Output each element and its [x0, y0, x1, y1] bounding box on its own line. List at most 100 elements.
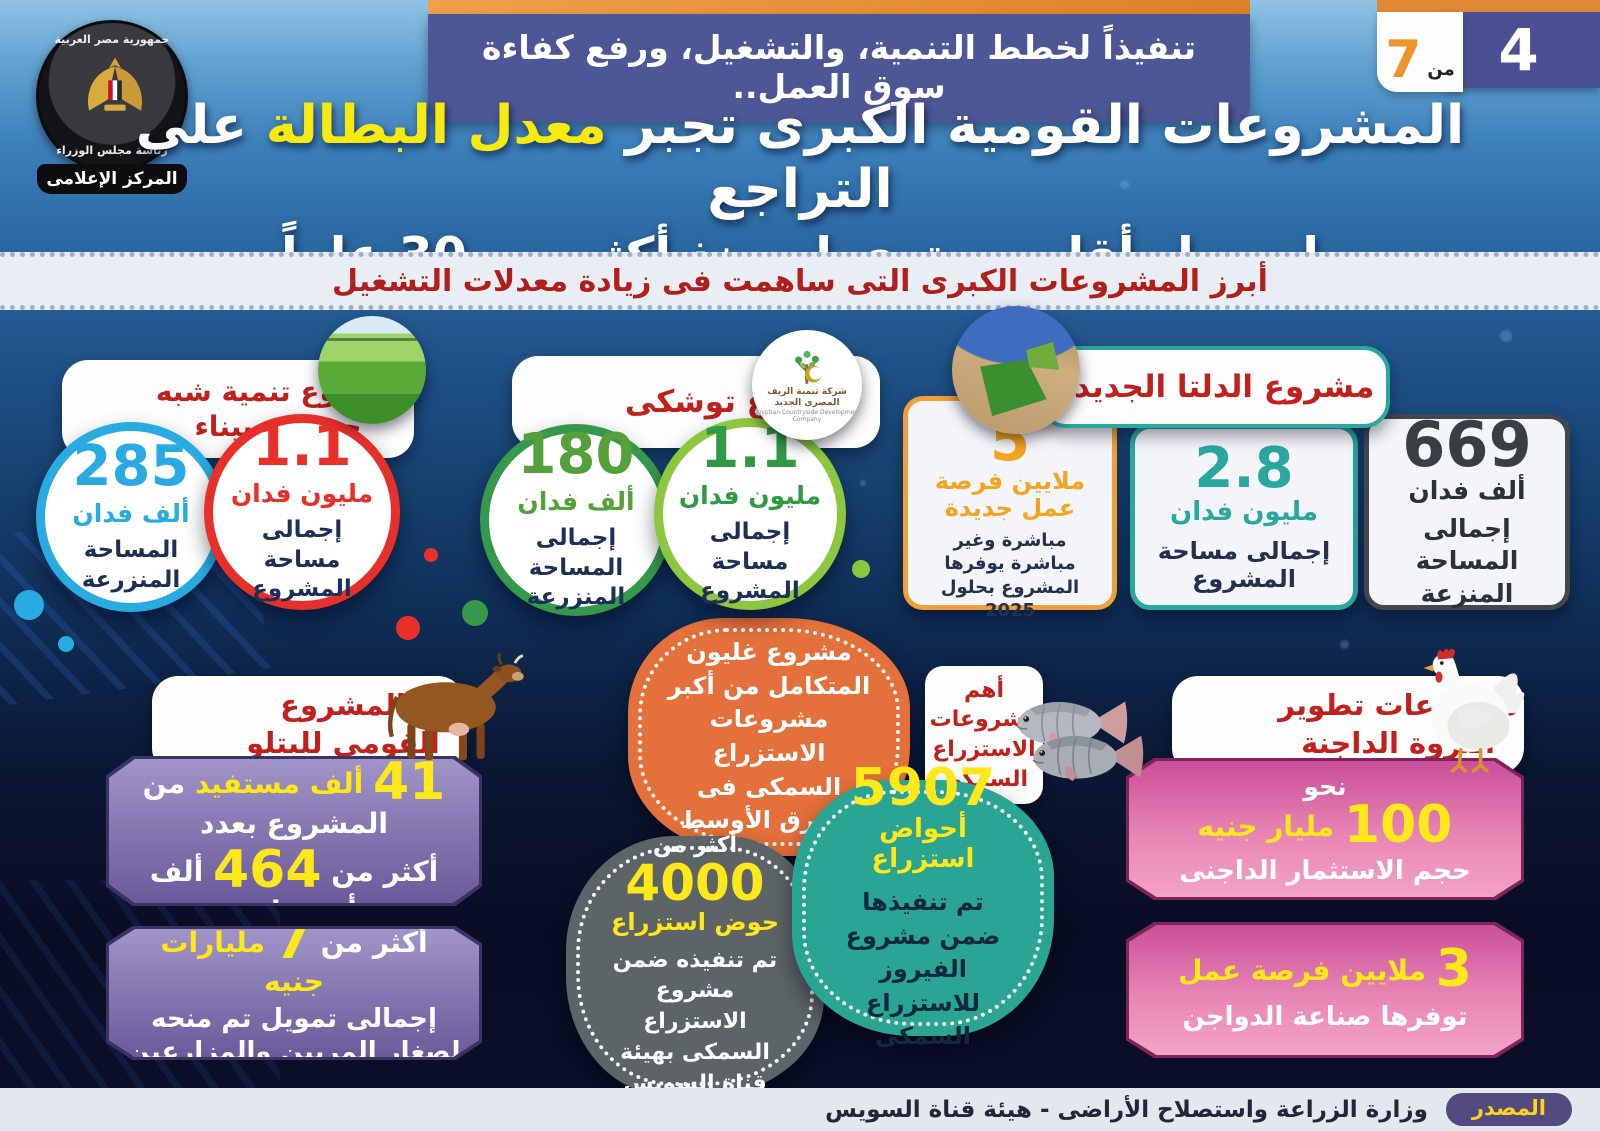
pagination-total: 7	[1385, 30, 1422, 91]
jobs-desc: مباشرة وغير مباشرة يوفرها المشروع بحلول …	[940, 529, 1080, 622]
area-unit: مليون فدان	[1170, 497, 1319, 527]
company-name-en: Egyptian Countryside Development Company	[753, 408, 861, 423]
fayrouz-desc: تم تنفيذها ضمن مشروع الفيروز للاستزراع ا…	[845, 888, 1001, 1051]
sinai-planted-stat: 285 ألف فدان المساحة المنزرعة	[36, 422, 226, 612]
funding-line: أكثر من 7 مليارات جنيه	[127, 929, 461, 999]
investment-value: 100	[1343, 794, 1453, 855]
stat-value: 1.1	[252, 413, 352, 479]
map-green-patch	[1026, 341, 1060, 370]
reclaimed-unit: ألف فدان	[1408, 475, 1526, 505]
decor-dot-red	[424, 548, 438, 562]
kicker-banner: تنفيذاً لخطط التنمية، والتشغيل، ورفع كفا…	[428, 0, 1250, 122]
stat-unit: مليون فدان	[230, 478, 374, 508]
chicken-icon	[1404, 644, 1536, 782]
government-emblem: جمهورية مصر العربية رئاسة مجلس الوزراء ا…	[28, 20, 196, 194]
stat-label: إجمالى مساحة المشروع	[700, 518, 800, 605]
beneficiaries-line1: 41 ألف مستفيد من المشروع بعدد	[127, 759, 461, 841]
title-line1: المشروعات القومية الكبرى تجبر معدل البطا…	[110, 94, 1490, 221]
decor-dot-red	[396, 616, 420, 640]
investment-pre: نحو	[1303, 771, 1347, 801]
pagination-total-box: من 7	[1377, 12, 1463, 92]
beneficiaries-rest2: ألف رأس ماشية	[149, 855, 373, 928]
investment-unit: مليار جنيه	[1197, 809, 1335, 843]
section-banner: أبرز المشروعات الكبرى التى ساهمت فى زياد…	[0, 252, 1600, 310]
tree-icon	[795, 351, 822, 385]
poultry-jobs-box: 3 ملايين فرصة عمل توفرها صناعة الدواجن	[1126, 922, 1524, 1058]
toshka-planted-stat: 180 ألف فدان إجمالى المساحة المنزرعة	[480, 424, 672, 616]
decor-dot-blue	[14, 590, 44, 620]
new-delta-title: مشروع الدلتا الجديدة	[1055, 369, 1375, 405]
decor-dot-green	[852, 560, 870, 578]
fish-icon	[1002, 690, 1140, 758]
satellite-map-photo	[952, 306, 1080, 434]
beneficiaries-value: 41	[372, 752, 446, 813]
investment-line: 100 مليار جنيه	[1197, 799, 1453, 851]
poultry-title: مشروعات تطوير الثروة الداجنة	[1278, 688, 1518, 760]
area-value: 2.8	[1194, 436, 1294, 501]
veal-beneficiaries-box: أكثر من 41 ألف مستفيد من المشروع بعدد أك…	[106, 756, 482, 906]
funding-value: 7	[274, 910, 311, 971]
kicker-text: تنفيذاً لخطط التنمية، والتشغيل، ورفع كفا…	[428, 14, 1250, 122]
title-post: على التراجع	[135, 95, 893, 220]
media-center-ribbon: المركز الإعلامى	[37, 164, 187, 194]
section-banner-text: أبرز المشروعات الكبرى التى ساهمت فى زياد…	[332, 263, 1268, 299]
title-pre: المشروعات القومية الكبرى تجبر	[625, 95, 1465, 156]
fayrouz-unit: أحواض استزراع	[871, 814, 975, 875]
beneficiaries-pre2: أكثر من	[331, 855, 439, 889]
toshka-total-stat: 1.1 مليون فدان إجمالى مساحة المشروع	[654, 418, 846, 610]
beneficiaries-rest: من المشروع بعدد	[142, 767, 388, 841]
suez-desc: تم تنفيذه ضمن مشروع الاستزراع السمكى بهي…	[612, 947, 778, 1096]
poultry-jobs-value: 3	[1435, 939, 1472, 1000]
suez-pre: أكثر من	[652, 832, 738, 858]
suez-value: 4000	[625, 853, 765, 912]
stat-unit: مليون فدان	[678, 480, 822, 510]
beneficiaries-value2: 464	[212, 840, 322, 901]
reclaimed-label: إجمالى المساحة المنزعة	[1415, 513, 1519, 608]
new-delta-title-card: مشروع الدلتا الجديدة	[1040, 346, 1390, 428]
fayrouz-blob: 5907 أحواض استزراع تم تنفيذها ضمن مشروع …	[792, 762, 1054, 1050]
source-text: وزارة الزراعة واستصلاح الأراضى - هيئة قن…	[825, 1096, 1428, 1123]
stat-value: 180	[517, 421, 635, 487]
reclaimed-value: 669	[1402, 407, 1532, 481]
title-highlight: معدل البطالة	[265, 95, 607, 156]
emblem-disc: جمهورية مصر العربية رئاسة مجلس الوزراء	[36, 20, 188, 172]
veal-funding-box: أكثر من 7 مليارات جنيه إجمالى تمويل تم م…	[106, 926, 482, 1060]
poultry-jobs-label: توفرها صناعة الدواجن	[1182, 1002, 1468, 1033]
new-delta-area-card: 2.8 مليون فدان إجمالى مساحة المشروع	[1130, 424, 1358, 610]
stat-value: 285	[72, 433, 190, 499]
suez-unit: حوض استزراع	[611, 907, 779, 936]
fish-icon	[1018, 724, 1156, 792]
irrigation-pivot-line	[324, 337, 420, 341]
funding-desc: إجمالى تمويل تم منحه لصغار المربين والمز…	[127, 1004, 461, 1067]
stat-label: المساحة المنزرعة	[81, 536, 181, 593]
cow-icon	[372, 652, 534, 768]
source-label-pill: المصدر	[1445, 1093, 1572, 1126]
fayrouz-value: 5907	[850, 758, 996, 819]
pagination-top-bar	[1377, 0, 1600, 12]
pagination-current: 4	[1437, 12, 1600, 88]
poultry-jobs-unit: ملايين فرصة عمل	[1178, 954, 1426, 988]
decor-dot-green	[462, 600, 488, 626]
emblem-country-text: جمهورية مصر العربية	[54, 33, 170, 46]
source-footer: المصدر وزارة الزراعة واستصلاح الأراضى - …	[0, 1088, 1600, 1131]
company-name-ar: شركة تنمية الريف المصرى الجديد	[767, 387, 847, 408]
stat-label: إجمالى مساحة المشروع	[252, 516, 352, 603]
sinai-total-stat: 1.1 مليون فدان إجمالى مساحة المشروع	[204, 414, 400, 610]
new-delta-reclaimed-card: 669 ألف فدان إجمالى المساحة المنزعة	[1364, 407, 1570, 610]
beneficiaries-unit: ألف مستفيد	[194, 767, 364, 801]
poultry-jobs-line: 3 ملايين فرصة عمل	[1178, 943, 1472, 995]
poultry-investment-box: نحو 100 مليار جنيه حجم الاستثمار الداجنى	[1126, 758, 1524, 900]
beneficiaries-line2: أكثر من 464 ألف رأس ماشية	[127, 844, 461, 928]
investment-label: حجم الاستثمار الداجنى	[1179, 855, 1471, 886]
map-green-patch	[980, 359, 1047, 417]
stat-unit: ألف فدان	[517, 486, 635, 516]
area-label: إجمالى مساحة المشروع	[1157, 537, 1331, 593]
jobs-unit: ملايين فرصة عمل جديدة	[934, 466, 1086, 523]
suez-blob: أكثر من 4000 حوض استزراع تم تنفيذه ضمن م…	[566, 832, 824, 1096]
decor-dot-blue	[58, 636, 74, 652]
field-photo	[318, 316, 426, 424]
pagination-of-label: من	[1427, 59, 1455, 80]
stat-label: إجمالى المساحة المنزرعة	[526, 524, 626, 611]
stat-unit: ألف فدان	[72, 498, 190, 528]
kicker-orange-bar	[428, 0, 1250, 14]
